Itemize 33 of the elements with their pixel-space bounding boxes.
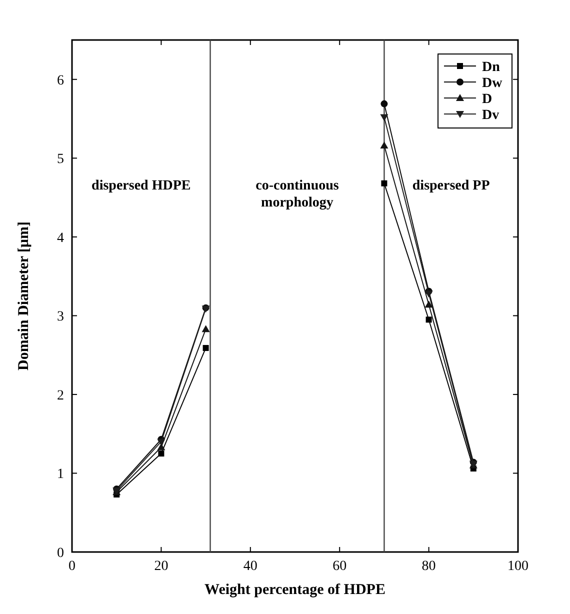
annotation: dispersed HDPE bbox=[92, 178, 191, 194]
point bbox=[158, 450, 164, 457]
point bbox=[202, 344, 209, 351]
legend-label: Dw bbox=[482, 76, 504, 91]
point bbox=[381, 180, 388, 186]
point bbox=[380, 100, 388, 108]
point bbox=[424, 290, 433, 298]
x-tick-label: 20 bbox=[154, 559, 168, 574]
point bbox=[424, 300, 433, 308]
y-tick-label: 1 bbox=[57, 467, 64, 482]
point bbox=[426, 316, 432, 323]
x-tick-label: 80 bbox=[422, 559, 436, 574]
y-tick-label: 2 bbox=[57, 388, 64, 404]
y-tick-label: 3 bbox=[57, 310, 64, 325]
legend-label: Dv bbox=[482, 108, 500, 123]
x-tick-label: 40 bbox=[243, 559, 258, 574]
point bbox=[380, 114, 388, 122]
x-tick-label: 0 bbox=[68, 559, 76, 574]
y-tick-label: 6 bbox=[57, 73, 64, 88]
y-tick-label: 4 bbox=[57, 230, 64, 246]
y-tick-label: 0 bbox=[57, 546, 64, 561]
legend-label: Dn bbox=[482, 60, 500, 75]
point bbox=[380, 142, 388, 149]
point bbox=[202, 325, 210, 332]
x-tick-label: 60 bbox=[332, 559, 347, 574]
annotation: co-continuous morphology bbox=[256, 178, 340, 211]
y-axis-title: Domain Diameter [μm] bbox=[16, 221, 32, 371]
x-axis-title: Weight percentage of HDPE bbox=[204, 582, 386, 598]
legend-label: D bbox=[482, 92, 492, 107]
x-tick-label: 100 bbox=[508, 559, 528, 574]
annotation: dispersed PP bbox=[412, 178, 490, 194]
y-tick-label: 5 bbox=[57, 152, 64, 168]
point bbox=[157, 438, 166, 446]
